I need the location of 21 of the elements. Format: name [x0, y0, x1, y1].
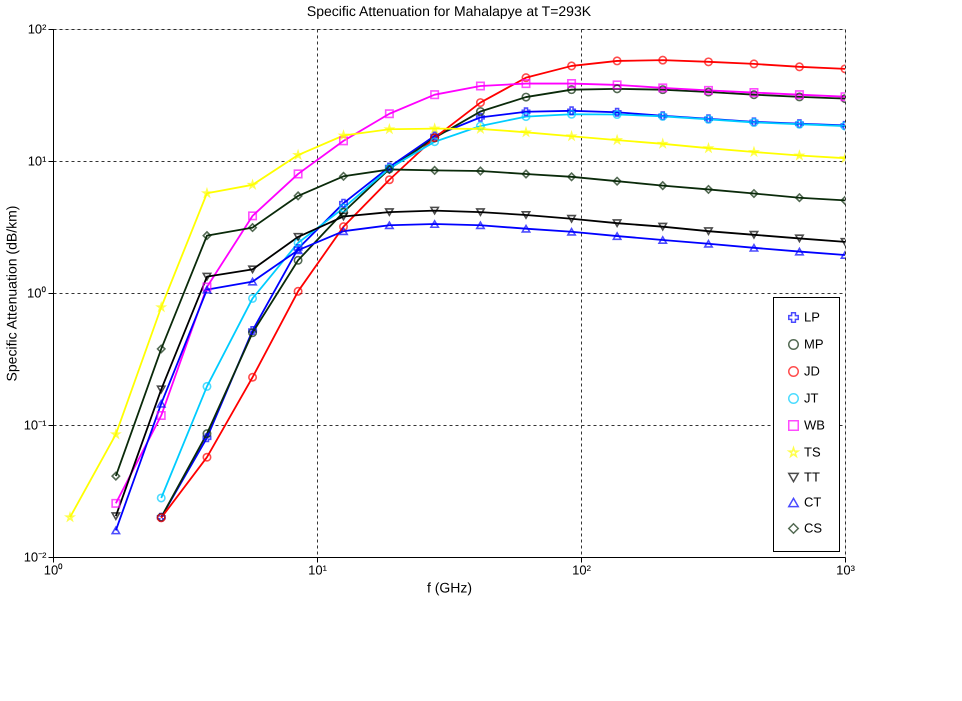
- y-tick-label: 10⁻²: [24, 550, 48, 564]
- y-tick-label: 10¹: [28, 154, 48, 168]
- legend-label: JT: [804, 390, 818, 406]
- legend-label: JD: [804, 364, 820, 378]
- x-tick-label: 10⁰: [44, 562, 64, 578]
- x-axis-title: f (GHz): [426, 580, 472, 596]
- legend-label: TS: [804, 444, 821, 460]
- legend-label: LP: [804, 310, 820, 324]
- y-tick-label: 10⁰: [27, 286, 46, 300]
- legend-label: TT: [804, 470, 820, 484]
- x-tick-label: 10¹: [308, 562, 328, 578]
- y-axis-title: Specific Attenuation (dB/km): [4, 206, 20, 382]
- legend-label: WB: [804, 418, 825, 432]
- chart-title: Specific Attenuation for Mahalapye at T=293K: [306, 3, 592, 19]
- y-tick-label: 10²: [28, 22, 48, 36]
- legend-label: CS: [804, 520, 822, 536]
- x-tick-label: 10²: [572, 562, 592, 578]
- legend-label: MP: [804, 336, 824, 352]
- legend-label: CT: [804, 494, 822, 510]
- x-tick-label: 10³: [836, 562, 856, 578]
- y-tick-label: 10⁻¹: [24, 418, 48, 432]
